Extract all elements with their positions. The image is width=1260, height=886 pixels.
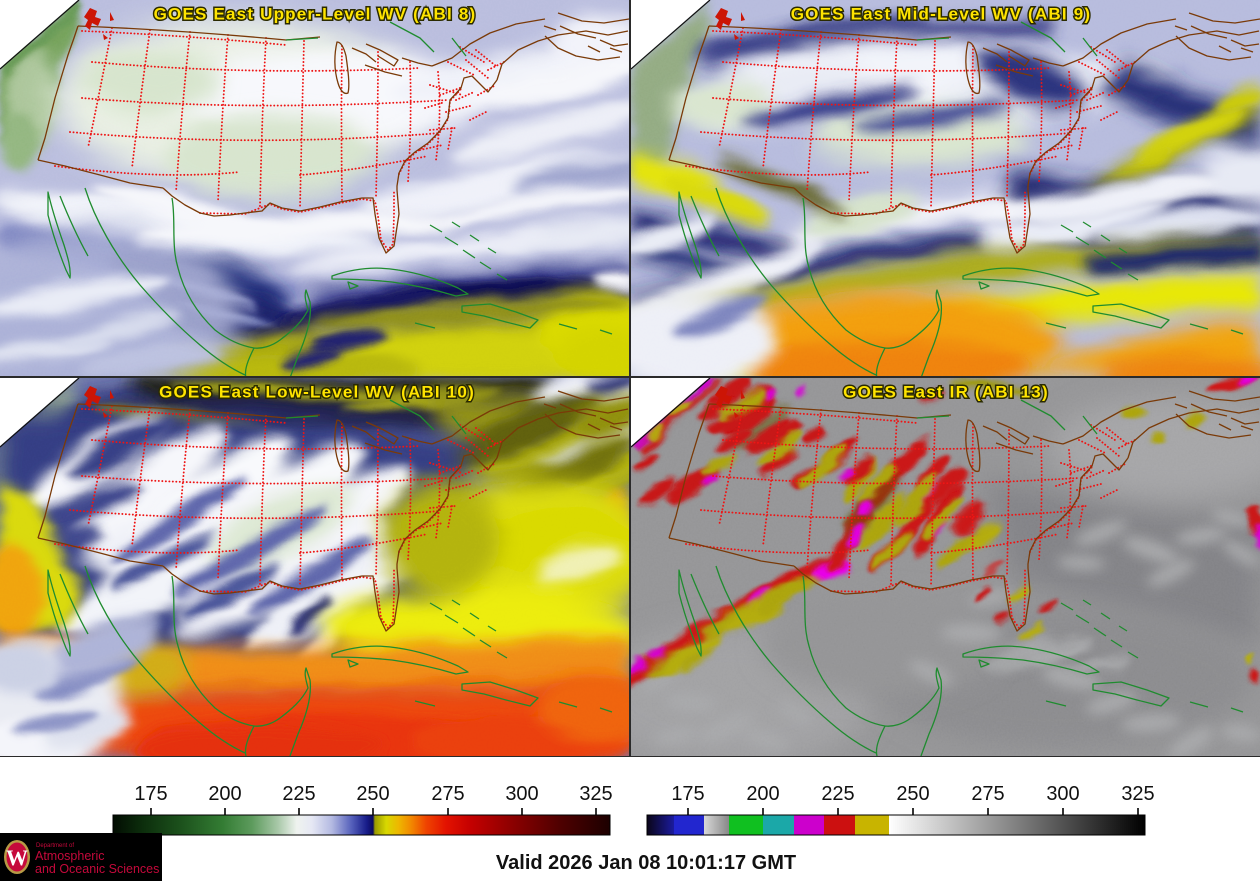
svg-text:Atmospheric: Atmospheric	[35, 849, 104, 863]
svg-text:Department of: Department of	[36, 843, 74, 849]
svg-text:GOES East Low-Level WV (ABI 10: GOES East Low-Level WV (ABI 10)	[159, 383, 475, 402]
svg-text:GOES East Upper-Level WV (ABI: GOES East Upper-Level WV (ABI 8)	[154, 5, 477, 24]
svg-text:GOES East IR (ABI 13): GOES East IR (ABI 13)	[843, 383, 1049, 402]
svg-text:W: W	[6, 845, 28, 870]
svg-text:GOES East Mid-Level WV (ABI 9): GOES East Mid-Level WV (ABI 9)	[791, 5, 1092, 24]
svg-text:and Oceanic Sciences: and Oceanic Sciences	[35, 862, 159, 876]
